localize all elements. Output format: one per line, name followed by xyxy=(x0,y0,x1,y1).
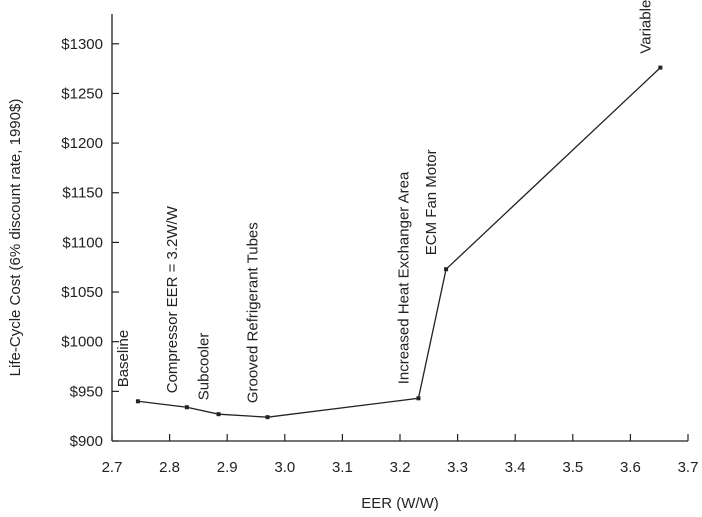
y-tick-label: $1300 xyxy=(61,36,103,53)
data-point-label: Compressor EER = 3.2W/W xyxy=(164,205,181,393)
x-tick-label: 2.7 xyxy=(102,459,123,476)
x-tick-label: 3.7 xyxy=(678,459,699,476)
y-tick-label: $900 xyxy=(70,433,103,450)
data-point-marker xyxy=(416,396,421,401)
data-point-label: Variable Speed Compressor xyxy=(637,0,654,54)
data-point-marker xyxy=(444,267,449,272)
y-tick-label: $950 xyxy=(70,383,103,400)
y-tick-label: $1100 xyxy=(62,234,103,251)
x-tick-label: 3.0 xyxy=(274,459,295,476)
x-axis-ticks: 2.7 2.8 2.9 3.0 3.1 3.2 3.3 3.4 3.5 3.6 3.7 xyxy=(102,434,699,476)
data-point-marker xyxy=(265,415,270,420)
x-tick-label: 3.4 xyxy=(505,459,526,476)
y-tick-label: $1250 xyxy=(61,85,103,102)
data-points xyxy=(135,65,663,420)
data-point-label: Baseline xyxy=(115,330,132,388)
x-tick-label: 2.8 xyxy=(159,459,180,476)
x-tick-label: 3.3 xyxy=(447,459,468,476)
data-point-label: ECM Fan Motor xyxy=(423,149,440,255)
x-tick-label: 3.1 xyxy=(332,459,353,476)
data-point-label: Increased Heat Exchanger Area xyxy=(395,171,412,384)
y-tick-label: $1000 xyxy=(61,334,103,351)
x-tick-label: 3.2 xyxy=(390,459,411,476)
data-point-marker xyxy=(184,405,189,410)
data-point-label: Grooved Refrigerant Tubes xyxy=(245,222,262,403)
y-axis-ticks: $900 $950 $1000 $1050 $1100 $1150 $1200 $1250 $1… xyxy=(61,36,119,450)
data-point-marker xyxy=(135,399,140,404)
data-point-marker xyxy=(216,412,221,417)
point-labels: Baseline Compressor EER = 3.2W/W Subcooler… xyxy=(115,0,654,403)
x-axis-title: EER (W/W) xyxy=(361,495,438,512)
y-tick-label: $1050 xyxy=(61,284,103,301)
y-axis-title: Life-Cycle Cost (6% discount rate, 1990$… xyxy=(7,99,24,377)
data-point-label: Subcooler xyxy=(196,333,213,401)
x-tick-label: 3.6 xyxy=(620,459,641,476)
x-tick-label: 3.5 xyxy=(562,459,583,476)
x-tick-label: 2.9 xyxy=(217,459,238,476)
y-tick-label: $1150 xyxy=(62,185,103,202)
y-tick-label: $1200 xyxy=(61,135,103,152)
data-point-marker xyxy=(658,65,663,70)
